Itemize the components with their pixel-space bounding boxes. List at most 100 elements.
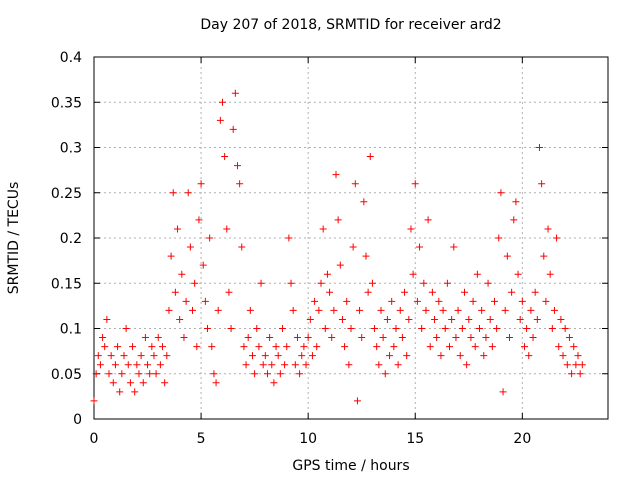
data-point bbox=[208, 343, 216, 351]
data-point bbox=[351, 180, 359, 188]
data-point bbox=[116, 388, 124, 396]
y-axis-label: SRMTID / TECUs bbox=[6, 182, 22, 295]
data-point bbox=[392, 325, 400, 332]
data-point bbox=[180, 334, 188, 342]
data-point bbox=[332, 171, 340, 179]
data-point bbox=[544, 225, 552, 233]
data-point bbox=[563, 361, 571, 369]
data-point bbox=[141, 334, 149, 342]
data-point bbox=[210, 370, 218, 378]
x-tick-label: 20 bbox=[513, 431, 531, 447]
data-point bbox=[300, 343, 308, 351]
data-point bbox=[107, 352, 115, 360]
data-point bbox=[490, 297, 498, 305]
data-point bbox=[319, 225, 327, 233]
data-point bbox=[497, 189, 505, 197]
data-point bbox=[572, 361, 580, 369]
data-point bbox=[405, 315, 413, 323]
data-point bbox=[452, 334, 460, 342]
data-point bbox=[368, 279, 376, 287]
x-tick-label: 5 bbox=[197, 431, 206, 447]
data-point bbox=[150, 352, 158, 360]
data-point bbox=[174, 225, 182, 233]
data-point bbox=[94, 352, 102, 360]
data-point bbox=[418, 325, 426, 332]
data-point bbox=[296, 370, 304, 378]
data-point bbox=[105, 370, 113, 378]
data-point bbox=[561, 325, 569, 332]
data-point bbox=[463, 361, 471, 369]
data-point bbox=[287, 279, 295, 287]
data-point bbox=[233, 162, 241, 170]
data-point bbox=[176, 315, 184, 323]
data-point bbox=[304, 334, 312, 342]
data-point bbox=[161, 379, 169, 387]
data-point bbox=[356, 306, 364, 314]
x-tick-label: 15 bbox=[406, 431, 424, 447]
data-point bbox=[461, 288, 469, 296]
data-point bbox=[345, 361, 353, 369]
data-point bbox=[535, 144, 543, 151]
data-point bbox=[114, 343, 122, 351]
data-point bbox=[148, 343, 156, 351]
data-point bbox=[349, 243, 357, 251]
data-point bbox=[454, 306, 462, 314]
data-point bbox=[538, 180, 546, 188]
data-point bbox=[178, 270, 186, 278]
data-point bbox=[302, 361, 310, 369]
data-point bbox=[227, 325, 235, 332]
data-point bbox=[413, 297, 421, 305]
data-point bbox=[219, 98, 226, 106]
data-point bbox=[308, 352, 316, 360]
data-point bbox=[163, 352, 171, 360]
data-point bbox=[435, 297, 443, 305]
data-point bbox=[570, 343, 578, 351]
y-tick-label: 0.05 bbox=[51, 367, 82, 383]
data-point bbox=[527, 306, 535, 314]
data-point bbox=[347, 325, 355, 332]
data-point bbox=[225, 288, 233, 296]
data-point bbox=[285, 234, 293, 242]
data-point bbox=[478, 306, 486, 314]
data-point bbox=[503, 252, 511, 260]
data-point bbox=[546, 270, 554, 278]
data-point bbox=[216, 116, 224, 124]
data-point bbox=[212, 379, 220, 387]
data-point bbox=[533, 315, 541, 323]
data-point bbox=[501, 306, 509, 314]
data-point bbox=[403, 352, 411, 360]
data-point bbox=[253, 325, 261, 332]
data-point bbox=[431, 315, 439, 323]
data-point bbox=[240, 343, 248, 351]
x-tick-label: 10 bbox=[299, 431, 317, 447]
data-point bbox=[493, 325, 501, 332]
data-point bbox=[118, 370, 126, 378]
data-point bbox=[465, 315, 473, 323]
data-point bbox=[289, 306, 297, 314]
data-point bbox=[396, 306, 404, 314]
data-point bbox=[204, 325, 212, 332]
data-point bbox=[306, 315, 314, 323]
data-point bbox=[343, 297, 351, 305]
data-point bbox=[336, 261, 344, 269]
data-point bbox=[480, 352, 488, 360]
data-point bbox=[443, 279, 451, 287]
data-point bbox=[540, 252, 548, 260]
axes: 0 0.05 0.1 0.15 0.2 0.25 0.3 0.35 0.4 0 5 10 15 20 bbox=[51, 50, 608, 447]
data-point bbox=[341, 343, 349, 351]
data-point bbox=[476, 325, 483, 332]
data-point bbox=[139, 379, 147, 387]
data-point bbox=[510, 216, 518, 224]
data-point bbox=[381, 370, 389, 378]
data-point bbox=[135, 370, 143, 378]
data-point bbox=[486, 315, 494, 323]
data-point bbox=[221, 153, 229, 161]
data-point bbox=[283, 343, 291, 351]
data-point bbox=[251, 370, 259, 378]
data-point bbox=[238, 243, 246, 251]
data-point bbox=[505, 334, 513, 342]
data-point bbox=[383, 315, 391, 323]
data-point bbox=[334, 216, 342, 224]
data-point bbox=[555, 343, 563, 351]
y-tick-label: 0.3 bbox=[60, 141, 82, 157]
